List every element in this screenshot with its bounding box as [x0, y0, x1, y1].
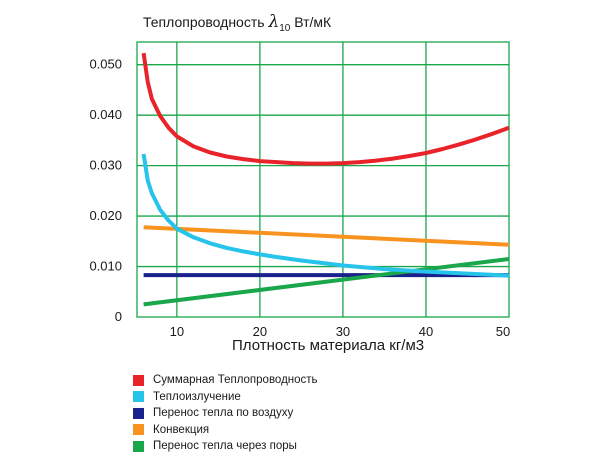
y-axis-unit: Вт/мК — [294, 14, 332, 30]
x-axis-tick-labels: 10 20 30 40 50 — [170, 324, 511, 339]
y-tick-label: 0.030 — [89, 158, 122, 173]
y-tick-label: 0 — [115, 309, 122, 324]
legend-swatch — [133, 391, 144, 403]
y-tick-label: 0.020 — [89, 208, 122, 223]
series-line-5 — [143, 257, 510, 307]
chart-plot-area: 0 0.010 0.020 0.030 0.040 0.050 10 20 30 40 50 — [89, 41, 511, 339]
legend-label: Перенос тепла через поры — [153, 440, 297, 453]
y-tick-label: 0.010 — [89, 259, 122, 274]
legend-item: Перенос тепла через поры — [133, 438, 318, 455]
x-axis-title: Плотность материала кг/м3 — [232, 337, 425, 354]
x-tick-label: 20 — [253, 324, 267, 339]
legend-swatch — [133, 440, 144, 452]
series-line-1 — [141, 52, 510, 166]
y-tick-label: 0.050 — [89, 57, 122, 72]
legend-item: Суммарная Теплопроводность — [133, 372, 318, 389]
y-tick-label: 0.040 — [89, 107, 122, 122]
lambda-subscript: 10 — [279, 22, 291, 34]
legend-swatch — [133, 424, 144, 436]
series-line-2 — [141, 153, 510, 278]
y-axis-tick-labels: 0 0.010 0.020 0.030 0.040 0.050 — [89, 57, 122, 324]
x-tick-label: 10 — [170, 324, 184, 339]
x-tick-label: 50 — [496, 324, 510, 339]
plot-frame — [136, 41, 510, 318]
y-axis-title-text: Теплопроводность — [143, 14, 265, 30]
chart-legend: Суммарная Теплопроводность Теплоизлучение… — [133, 372, 318, 455]
legend-item: Теплоизлучение — [133, 389, 318, 406]
y-axis-title: Теплопроводность λ10 Вт/мК — [143, 12, 331, 34]
x-tick-label: 40 — [419, 324, 433, 339]
legend-label: Конвекция — [153, 423, 210, 436]
legend-label: Перенос тепла по воздуху — [153, 407, 294, 420]
legend-label: Суммарная Теплопроводность — [153, 374, 318, 387]
legend-item: Перенос тепла по воздуху — [133, 405, 318, 422]
x-tick-label: 30 — [336, 324, 350, 339]
legend-swatch — [133, 407, 144, 419]
legend-item: Конвекция — [133, 422, 318, 439]
legend-label: Теплоизлучение — [153, 390, 241, 403]
legend-swatch — [133, 374, 144, 386]
lambda-symbol: λ — [268, 12, 280, 32]
chart-series-group — [141, 52, 510, 307]
series-line-4 — [143, 225, 510, 247]
